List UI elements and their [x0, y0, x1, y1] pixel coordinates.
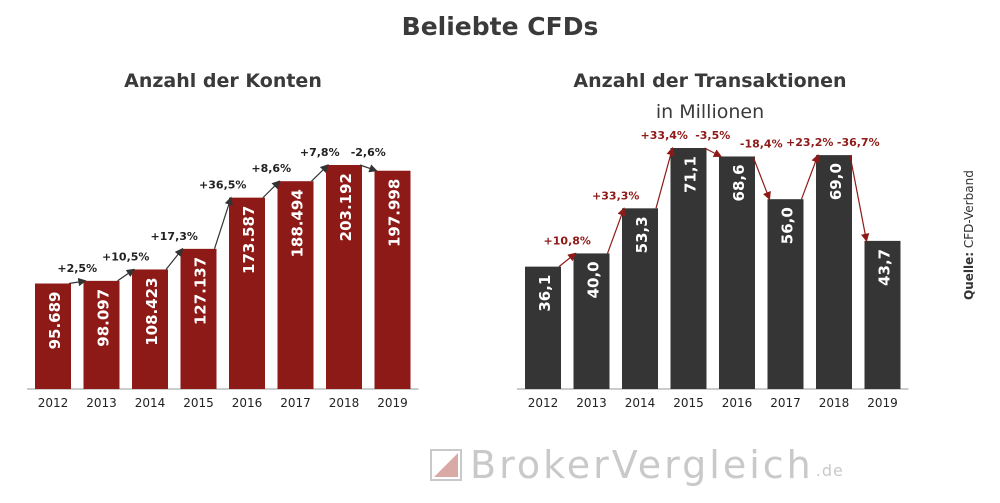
x-tick-label: 2016	[232, 396, 263, 410]
bar-value-label: 188.494	[289, 189, 307, 257]
change-arrow	[213, 196, 233, 250]
bar-value-label: 71,1	[682, 156, 700, 193]
logo-mark-icon	[430, 449, 462, 481]
bar-2019	[864, 240, 901, 389]
bar-2016	[229, 197, 265, 389]
change-arrow	[800, 153, 820, 200]
bar-2017	[767, 199, 804, 389]
x-tick-label: 2016	[722, 396, 753, 410]
bar-value-label: 68,6	[730, 164, 748, 201]
x-tick-label: 2017	[280, 396, 311, 410]
change-arrow	[704, 147, 723, 158]
x-tick-label: 2014	[625, 396, 656, 410]
change-label: +33,3%	[592, 189, 639, 202]
bar-2012	[525, 266, 561, 389]
bar-value-label: 40,0	[585, 261, 603, 298]
source-value: CFD-Verband	[962, 170, 976, 249]
main-title: Beliebte CFDs	[401, 12, 599, 41]
x-tick-label: 2012	[528, 396, 559, 410]
bar-value-label: 56,0	[779, 207, 797, 244]
change-arrow	[655, 146, 675, 209]
bar-2013	[573, 253, 610, 389]
bar-value-label: 108.423	[143, 277, 161, 345]
bar-value-label: 36,1	[536, 275, 554, 312]
bar-2014	[622, 208, 658, 389]
change-arrow	[68, 277, 87, 287]
source-note: Quelle: CFD-Verband	[962, 170, 976, 300]
x-tick-label: 2014	[135, 396, 166, 410]
transactions-chart-subtitle: in Millionen	[655, 101, 765, 123]
change-arrow	[849, 155, 870, 243]
change-label: +17,3%	[151, 230, 198, 243]
bar-2015	[180, 248, 217, 389]
bar-value-label: 43,7	[876, 249, 894, 286]
change-arrow	[165, 247, 184, 270]
change-label: -3,5%	[695, 129, 730, 142]
x-tick-label: 2019	[377, 396, 408, 410]
change-arrow	[558, 252, 577, 268]
bar-value-label: 98.097	[95, 289, 113, 347]
logo-suffix: .de	[815, 461, 844, 480]
source-label: Quelle:	[962, 251, 976, 300]
x-tick-label: 2013	[86, 396, 117, 410]
change-arrow	[262, 180, 281, 199]
x-tick-label: 2013	[576, 396, 607, 410]
bar-2019	[374, 170, 411, 389]
bar-2012	[35, 283, 71, 389]
change-label: +36,5%	[199, 179, 246, 192]
change-arrow	[117, 268, 135, 282]
transactions-chart-title: Anzahl der Transaktionen	[573, 70, 847, 92]
brokervergleich-logo: BrokerVergleich .de	[430, 440, 844, 490]
change-label: +33,4%	[641, 129, 688, 142]
accounts-chart-title: Anzahl der Konten	[124, 70, 322, 92]
bar-value-label: 69,0	[827, 163, 845, 200]
bar-2017	[277, 181, 314, 389]
change-label: +10,5%	[102, 250, 149, 263]
change-arrow	[359, 164, 378, 173]
bar-2013	[83, 280, 120, 389]
bar-2018	[816, 155, 852, 389]
bar-value-label: 173.587	[240, 206, 258, 274]
change-label: -36,7%	[837, 136, 880, 149]
x-tick-label: 2015	[673, 396, 704, 410]
bar-value-label: 197.998	[386, 179, 404, 247]
x-tick-label: 2018	[819, 396, 850, 410]
change-label: +23,2%	[786, 136, 833, 149]
bar-2016	[719, 156, 755, 389]
x-tick-label: 2017	[770, 396, 801, 410]
bar-2018	[326, 165, 362, 389]
bar-value-label: 53,3	[633, 216, 651, 253]
bar-2015	[670, 148, 707, 389]
change-label: -2,6%	[351, 146, 386, 159]
bar-value-label: 95.689	[46, 292, 64, 350]
change-label: +10,8%	[544, 234, 591, 247]
change-arrow	[311, 164, 329, 182]
bar-2014	[132, 269, 168, 389]
bar-value-label: 127.137	[192, 257, 210, 325]
bar-value-label: 203.192	[337, 173, 355, 241]
x-tick-label: 2018	[329, 396, 360, 410]
change-label: -18,4%	[740, 137, 783, 150]
x-tick-label: 2019	[867, 396, 898, 410]
x-tick-label: 2015	[183, 396, 214, 410]
change-label: +7,8%	[300, 146, 340, 159]
change-arrow	[606, 207, 626, 254]
change-label: +8,6%	[251, 162, 291, 175]
x-tick-label: 2012	[38, 396, 69, 410]
logo-text: BrokerVergleich	[470, 443, 814, 487]
change-label: +2,5%	[57, 262, 97, 275]
change-arrow	[752, 156, 771, 201]
